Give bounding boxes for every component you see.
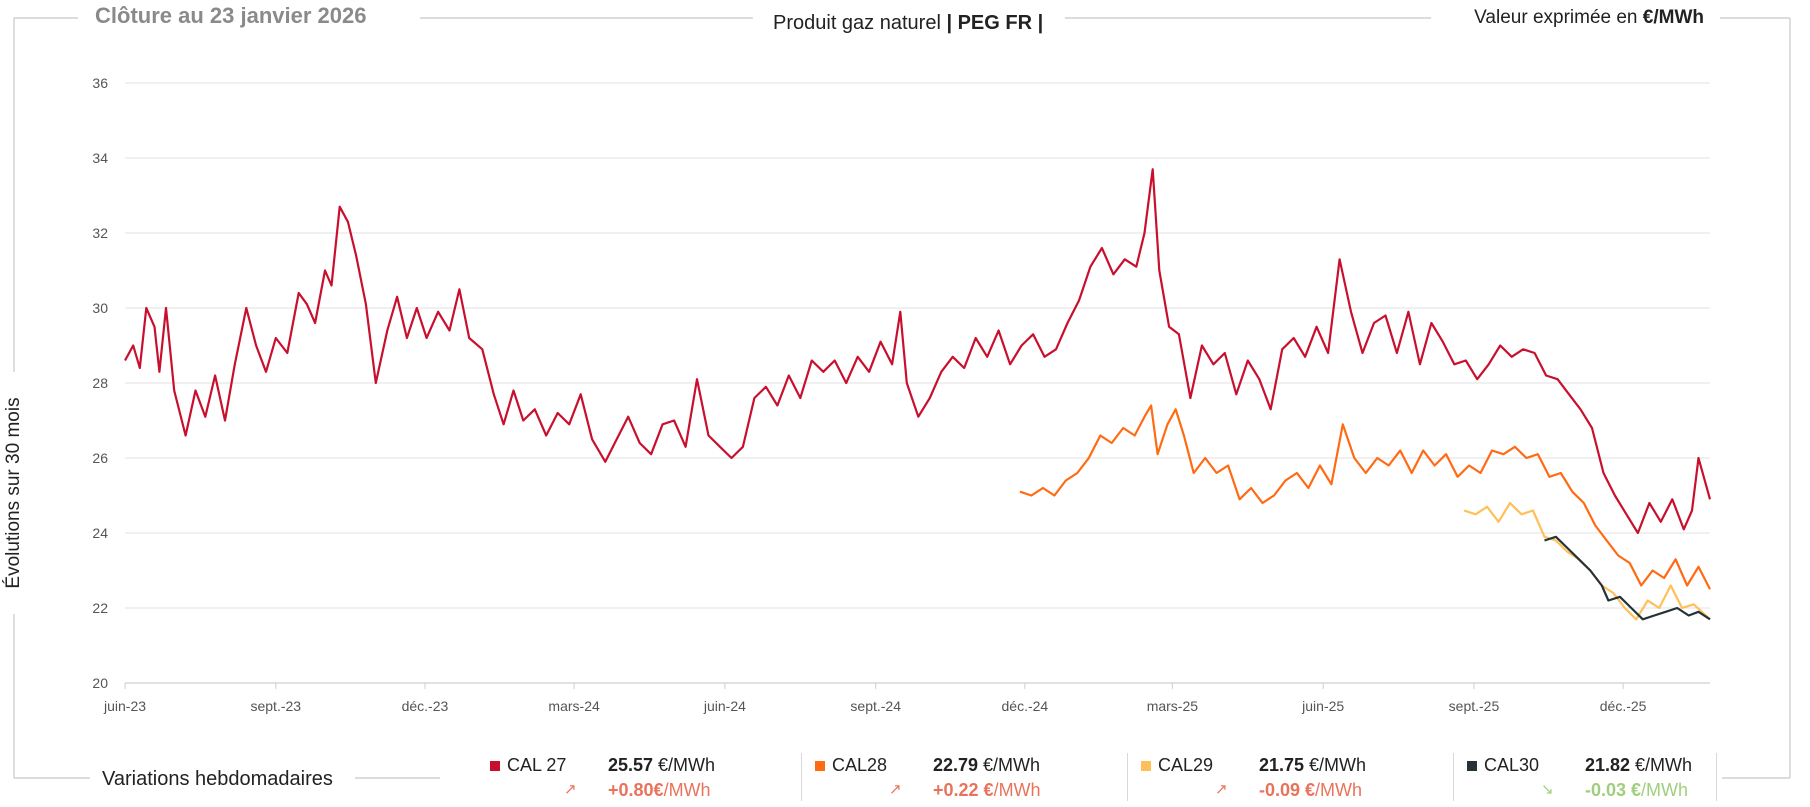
- x-tick-label: juin-24: [703, 698, 746, 714]
- y-tick-label: 32: [92, 225, 108, 241]
- legend-entry-cal27: CAL 27 25.57 €/MWh ↗ +0.80€/MWh: [488, 753, 788, 803]
- legend-separator: [801, 753, 802, 801]
- y-tick-label: 26: [92, 450, 108, 466]
- product-title: Produit gaz naturel | PEG FR |: [773, 12, 1043, 35]
- trend-arrow-icon: ↗: [564, 781, 577, 798]
- x-tick-label: déc.-23: [402, 698, 449, 714]
- legend-name: CAL28: [832, 755, 888, 775]
- legend-swatch: [815, 761, 825, 771]
- y-tick-label: 30: [92, 300, 108, 316]
- unit-title: Valeur exprimée en €/MWh: [1474, 7, 1704, 29]
- legend-price: 22.79 €/MWh: [933, 755, 1041, 775]
- closing-date-title: Clôture au 23 janvier 2026: [95, 3, 367, 28]
- trend-arrow-icon: ↗: [1215, 781, 1228, 798]
- x-tick-label: déc.-25: [1600, 698, 1647, 714]
- y-tick-label: 34: [92, 150, 108, 166]
- legend-separator: [1716, 753, 1717, 801]
- legend-change: +0.80€/MWh: [608, 780, 711, 800]
- legend-name: CAL29: [1158, 755, 1214, 775]
- legend-separator: [1127, 753, 1128, 801]
- product-name: | PEG FR |: [946, 12, 1044, 34]
- legend-change: +0.22 €/MWh: [933, 780, 1041, 800]
- unit-label: €/MWh: [1642, 7, 1704, 28]
- x-tick-label: déc.-24: [1002, 698, 1049, 714]
- legend-swatch: [1141, 761, 1151, 771]
- x-tick-label: mars-24: [548, 698, 600, 714]
- trend-arrow-icon: ↗: [889, 781, 902, 798]
- legend-entry-cal29: CAL29 21.75 €/MWh ↗ -0.09 €/MWh: [1139, 753, 1439, 803]
- unit-prefix: Valeur exprimée en: [1474, 7, 1643, 28]
- legend-name: CAL30: [1484, 755, 1540, 775]
- series-line-cal28: [1019, 404, 1711, 590]
- legend-price: 21.82 €/MWh: [1585, 755, 1693, 775]
- x-tick-label: juin-25: [1301, 698, 1344, 714]
- product-prefix: Produit gaz naturel: [773, 12, 947, 34]
- legend-separator: [1453, 753, 1454, 801]
- price-chart: 20 22 24 26 28 30 32 34 36 juin-23 sept.-23 déc.-23…: [92, 75, 1712, 714]
- x-tick-label: juin-23: [103, 698, 146, 714]
- legend-price: 25.57 €/MWh: [608, 755, 716, 775]
- y-tick-label: 22: [92, 600, 108, 616]
- x-tick-label: sept.-25: [1449, 698, 1500, 714]
- x-tick-label: sept.-24: [850, 698, 901, 714]
- legend-name: CAL 27: [507, 755, 567, 775]
- trend-arrow-icon: ↘: [1541, 781, 1554, 798]
- legend-change: -0.03 €/MWh: [1585, 780, 1689, 800]
- legend-change: -0.09 €/MWh: [1259, 780, 1363, 800]
- y-tick-label: 20: [92, 675, 108, 691]
- y-tick-label: 36: [92, 75, 108, 91]
- y-tick-label: 24: [92, 525, 108, 541]
- legend-entry-cal28: CAL28 22.79 €/MWh ↗ +0.22 €/MWh: [813, 753, 1113, 803]
- legend-entry-cal30: CAL30 21.82 €/MWh ↘ -0.03 €/MWh: [1465, 753, 1765, 803]
- weekly-variations-title: Variations hebdomadaires: [102, 768, 333, 790]
- legend-swatch: [490, 761, 500, 771]
- legend-swatch: [1467, 761, 1477, 771]
- legend-price: 21.75 €/MWh: [1259, 755, 1367, 775]
- series-line-cal27: [124, 168, 1712, 535]
- x-tick-label: sept.-23: [250, 698, 301, 714]
- y-tick-label: 28: [92, 375, 108, 391]
- x-tick-label: mars-25: [1147, 698, 1199, 714]
- series-line-cal30: [1544, 535, 1711, 621]
- series-line-cal29: [1463, 501, 1711, 621]
